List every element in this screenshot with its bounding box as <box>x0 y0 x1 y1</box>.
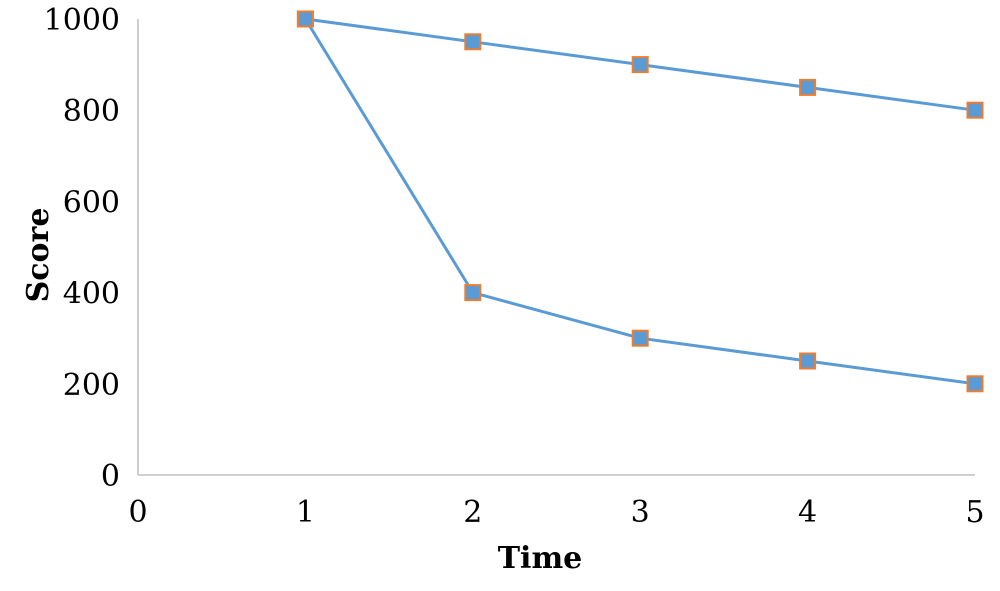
data-point <box>799 352 817 370</box>
data-point <box>966 375 984 393</box>
series-group <box>296 10 984 393</box>
y-axis-ticks: 0 200 400 600 800 1000 <box>44 3 120 494</box>
y-tick-label: 400 <box>63 277 120 312</box>
data-point <box>464 284 482 302</box>
y-tick-label: 600 <box>63 185 120 220</box>
y-axis-title: Score <box>21 208 56 303</box>
x-axis-ticks: 0 1 2 3 4 5 <box>128 495 984 530</box>
data-point <box>464 33 482 51</box>
series-1 <box>296 10 984 119</box>
x-tick-label: 2 <box>463 495 482 530</box>
y-tick-label: 0 <box>101 459 120 494</box>
x-tick-label: 0 <box>128 495 147 530</box>
data-point <box>631 56 649 74</box>
data-point <box>631 329 649 347</box>
axes <box>137 19 975 476</box>
x-tick-label: 4 <box>798 495 817 530</box>
x-tick-label: 5 <box>965 495 984 530</box>
data-point <box>799 78 817 96</box>
y-tick-label: 1000 <box>44 3 120 38</box>
x-axis-title: Time <box>498 541 583 576</box>
y-tick-label: 200 <box>63 368 120 403</box>
y-tick-label: 800 <box>63 94 120 129</box>
data-point <box>966 101 984 119</box>
series-2 <box>296 10 984 393</box>
x-tick-label: 3 <box>631 495 650 530</box>
x-tick-label: 1 <box>296 495 315 530</box>
data-point <box>296 10 314 28</box>
series-line <box>304 18 976 386</box>
